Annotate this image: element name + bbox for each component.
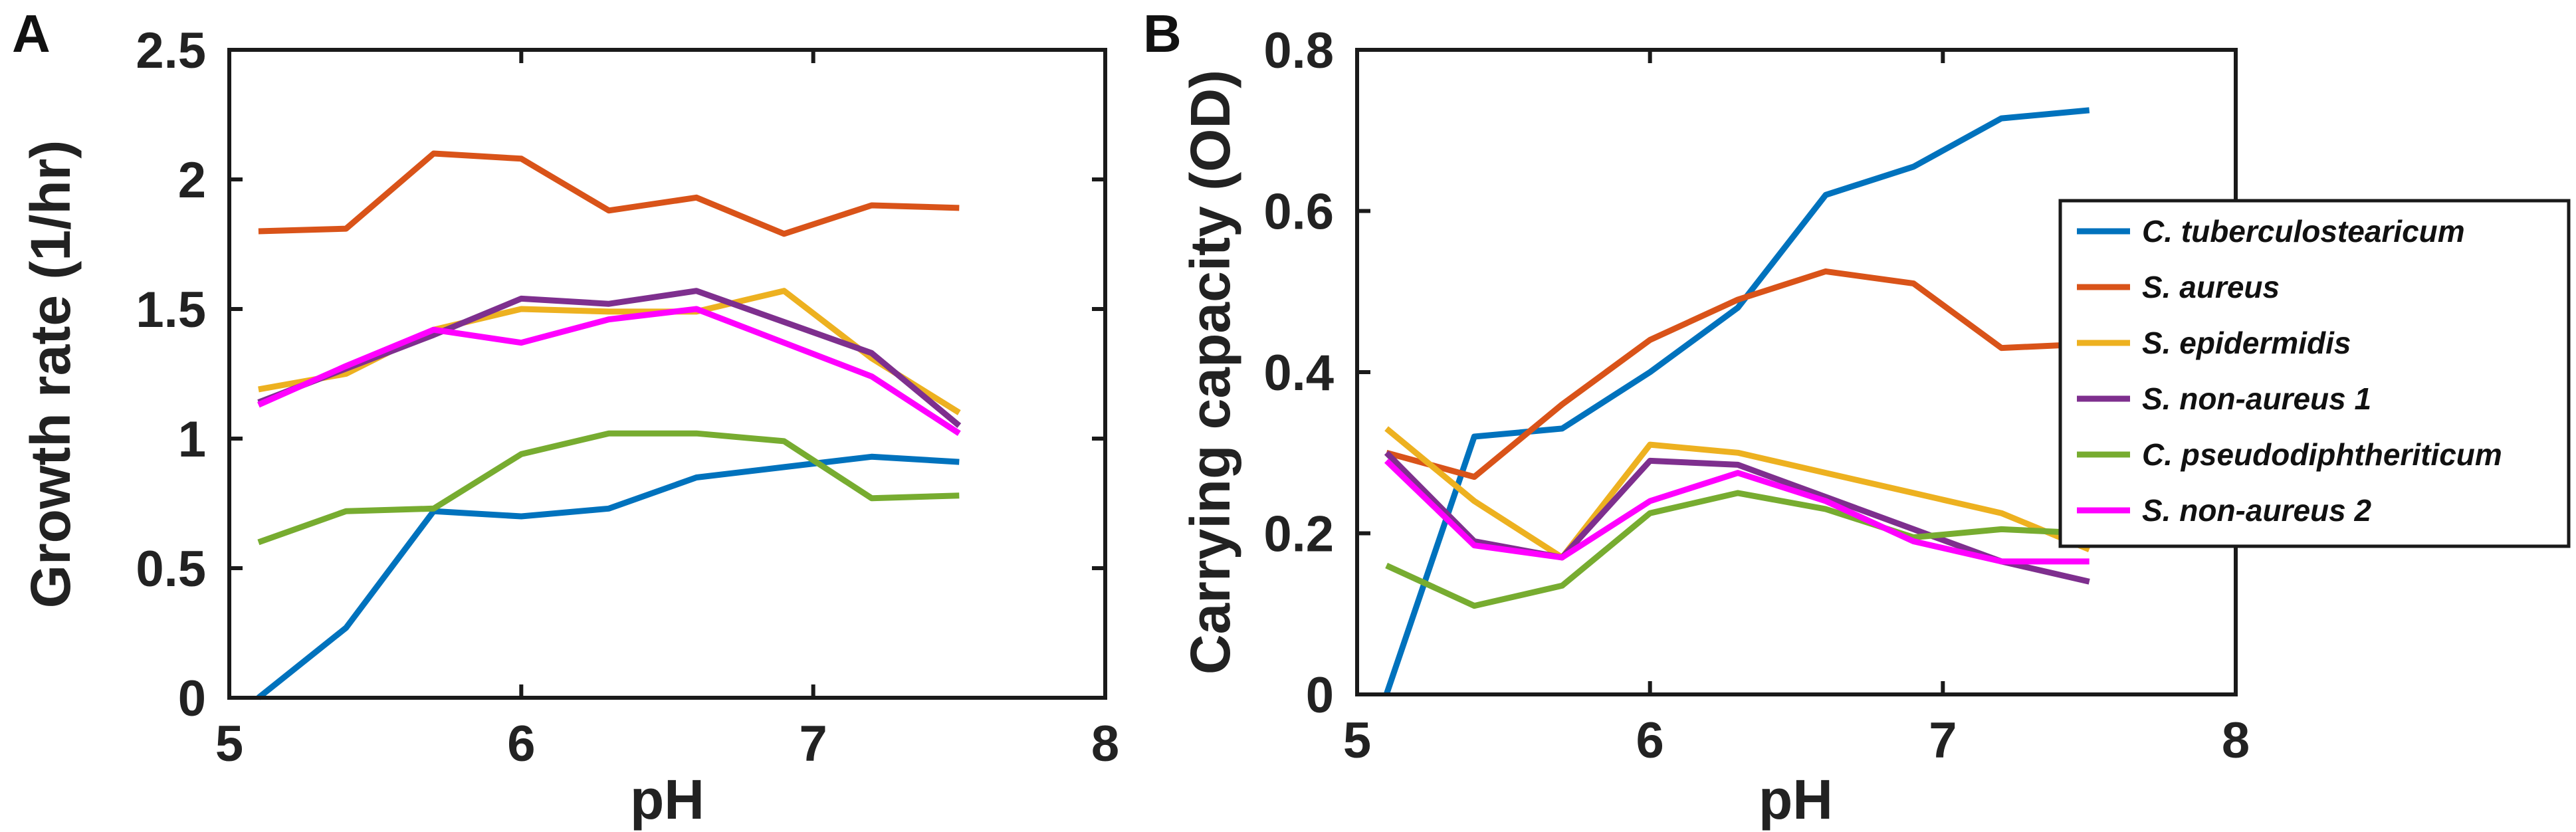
panel-b-y-axis-title: Carrying capacity (OD) <box>1179 70 1241 675</box>
panel-b-x-tick-label: 8 <box>2222 712 2250 769</box>
panel-a-series-c-tuberculostearicum <box>257 453 960 700</box>
panel-b-x-tick-label: 7 <box>1929 712 1957 769</box>
panel-b-x-axis-title: pH <box>1759 768 1833 831</box>
panel-b-series-c-tuberculostearicum <box>1383 107 2090 696</box>
panel-a-series-s-aureus <box>258 150 960 237</box>
legend-box <box>2058 199 2571 548</box>
legend-label-s-non-aureus-1: S. non-aureus 1 <box>2142 381 2371 416</box>
panel-b-y-tick-label: 0 <box>1306 667 1334 724</box>
panel-a: A 5 6 7 8 0 0.5 1 1.5 2 2.5 pH Growth rate (1/hr) <box>12 4 1119 831</box>
panel-b-series-s-non-aureus-2 <box>1384 459 2090 565</box>
legend-label-c-pseudodiphtheriticum: C. pseudodiphtheriticum <box>2142 437 2502 472</box>
legend-label-s-aureus: S. aureus <box>2142 270 2280 304</box>
panel-b-series-group <box>1383 107 2091 696</box>
panel-a-y-tick-label: 0.5 <box>136 541 206 597</box>
panel-a-series-s-epidermidis <box>258 288 961 415</box>
panel-a-y-tick-label: 1.5 <box>136 282 206 338</box>
panel-b-ticks: 5 6 7 8 0 0.2 0.4 0.6 0.8 <box>1263 23 2250 769</box>
panel-a-y-tick-label: 1 <box>178 411 206 468</box>
panel-b-y-tick-label: 0.6 <box>1263 184 1334 241</box>
panel-a-y-tick-label: 2.5 <box>136 23 206 79</box>
panel-a-series-group <box>257 150 962 700</box>
panel-a-series-s-non-aureus-2 <box>257 306 961 436</box>
legend-entries: C. tuberculostearicum S. aureus S. epiderm… <box>2077 214 2502 528</box>
panel-b-y-tick-label: 0.4 <box>1263 345 1334 401</box>
panel-b-series-s-aureus <box>1385 268 2090 480</box>
legend-label-s-non-aureus-2: S. non-aureus 2 <box>2142 493 2371 528</box>
legend-label-s-epidermidis: S. epidermidis <box>2142 326 2351 360</box>
panel-b: B 5 6 7 8 0 0.2 0.4 0.6 0.8 pH Carrying capacity… <box>1143 4 2571 831</box>
panel-b-y-tick-label: 0.2 <box>1263 506 1334 563</box>
panel-a-y-tick-label: 2 <box>178 152 206 209</box>
panel-a-letter: A <box>12 4 51 63</box>
panel-a-ticks: 5 6 7 8 0 0.5 1 1.5 2 2.5 <box>136 23 1119 772</box>
panel-a-series-s-non-aureus-1 <box>257 288 962 428</box>
legend: C. tuberculostearicum S. aureus S. epiderm… <box>2058 199 2571 548</box>
panel-b-x-tick-label: 5 <box>1343 712 1371 769</box>
panel-a-x-axis-title: pH <box>630 768 704 831</box>
panel-a-x-tick-label: 6 <box>507 716 535 772</box>
legend-label-c-tuberculostearicum: C. tuberculostearicum <box>2142 214 2465 249</box>
panel-a-x-tick-label: 5 <box>215 716 243 772</box>
panel-b-series-c-pseudodiphtheriticum <box>1385 490 2090 609</box>
panel-a-series-c-pseudodiphtheriticum <box>257 430 960 546</box>
panel-a-x-tick-label: 8 <box>1091 716 1119 772</box>
panel-a-y-tick-label: 0 <box>178 671 206 727</box>
panel-b-series-s-epidermidis <box>1384 426 2091 561</box>
panel-a-axes-box <box>227 48 1107 700</box>
panel-b-y-tick-label: 0.8 <box>1263 23 1334 79</box>
panel-a-x-tick-label: 7 <box>800 716 827 772</box>
panel-b-x-tick-label: 6 <box>1636 712 1664 769</box>
panel-a-y-axis-title: Growth rate (1/hr) <box>19 140 82 609</box>
panel-b-letter: B <box>1143 4 1182 63</box>
